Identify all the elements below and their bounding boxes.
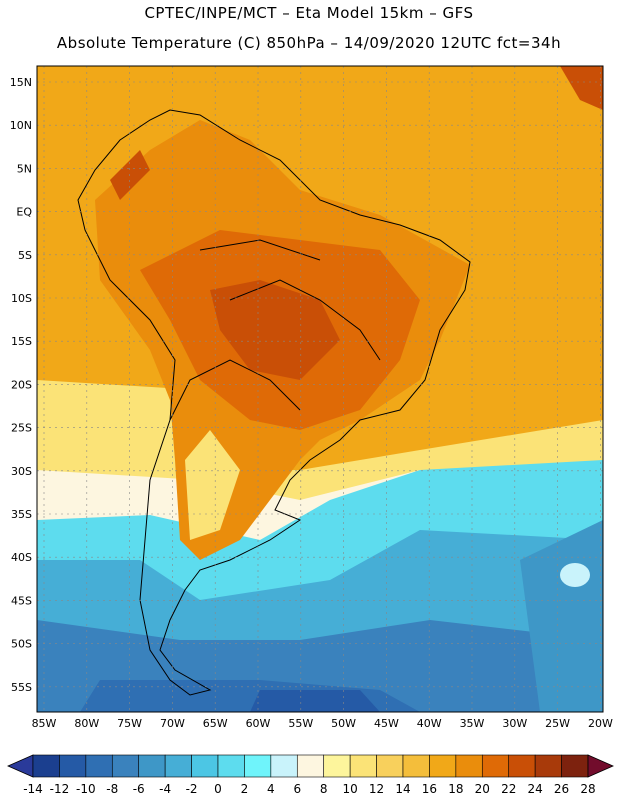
lat-label: 10S xyxy=(11,292,32,305)
lat-label: 35S xyxy=(11,508,32,521)
colorbar-swatch xyxy=(138,754,166,778)
lat-label: 30S xyxy=(11,465,32,478)
colorbar-swatch xyxy=(32,754,60,778)
colorbar-swatch xyxy=(508,754,536,778)
lat-label: 40S xyxy=(11,551,32,564)
colorbar-swatch xyxy=(323,754,351,778)
colorbar-swatch xyxy=(376,754,404,778)
colorbar-label: 8 xyxy=(320,782,328,796)
colorbar-label: 10 xyxy=(343,782,358,796)
colorbar-label: 18 xyxy=(448,782,463,796)
lon-label: 20W xyxy=(588,717,613,730)
lon-label: 45W xyxy=(374,717,399,730)
colorbar-label: -12 xyxy=(50,782,70,796)
lon-label: 75W xyxy=(117,717,142,730)
colorbar-swatch xyxy=(59,754,87,778)
colorbar-swatch xyxy=(402,754,430,778)
colorbar-label: 6 xyxy=(293,782,301,796)
colorbar-label: 22 xyxy=(501,782,516,796)
colorbar-label: 4 xyxy=(267,782,275,796)
lat-label: 5S xyxy=(18,249,32,262)
field-layer xyxy=(37,66,603,712)
colorbar-label: -10 xyxy=(76,782,96,796)
colorbar-swatch xyxy=(217,754,245,778)
lon-label: 55W xyxy=(288,717,313,730)
lat-label: 5N xyxy=(17,162,32,175)
colorbar-swatch xyxy=(111,754,140,778)
colorbar-swatch xyxy=(455,754,483,778)
lat-label: 20S xyxy=(11,378,32,391)
colorbar-swatch xyxy=(349,754,377,778)
chart-subtitle: Absolute Temperature (C) 850hPa – 14/09/… xyxy=(56,34,562,52)
latitude-labels: 15N 10N 5N EQ 5S 10S 15S 20S 25S 30S 35S 40S 45S 50S 5… xyxy=(10,76,33,694)
colorbar-swatch xyxy=(561,754,589,778)
colorbar-label: 26 xyxy=(554,782,569,796)
colorbar-swatch xyxy=(429,754,457,778)
colorbar: -14 -12 -10 -8 -6 -4 -2 0 2 4 6 8 10 12 14 16 18 20 22 24 26… xyxy=(7,754,614,796)
longitude-labels: 85W 80W 75W 70W 65W 60W 55W 50W 45W 40W 35W 30W 25W 2… xyxy=(32,717,613,730)
lon-label: 50W xyxy=(331,717,356,730)
lon-label: 40W xyxy=(417,717,442,730)
lon-label: 60W xyxy=(246,717,271,730)
colorbar-label: -14 xyxy=(23,782,43,796)
colorbar-label: -4 xyxy=(159,782,171,796)
colorbar-label: -8 xyxy=(106,782,118,796)
lat-label: 45S xyxy=(11,594,32,607)
lon-label: 80W xyxy=(74,717,99,730)
colorbar-over-arrow xyxy=(587,754,614,778)
colorbar-label: 14 xyxy=(395,782,410,796)
map-frame xyxy=(36,65,604,713)
colorbar-swatch xyxy=(244,754,272,778)
lat-label: 25S xyxy=(11,422,32,435)
lat-label: 15N xyxy=(10,76,32,89)
coastline-layer xyxy=(77,109,471,696)
colorbar-label: 28 xyxy=(580,782,595,796)
colorbar-swatch xyxy=(270,754,298,778)
colorbar-swatch xyxy=(164,754,192,778)
colorbar-swatch xyxy=(296,754,325,778)
lat-label: 10N xyxy=(10,119,32,132)
lat-label: 50S xyxy=(11,638,32,651)
colorbar-swatch xyxy=(534,754,562,778)
colorbar-swatch xyxy=(191,754,219,778)
colorbar-under-arrow xyxy=(7,754,34,778)
chart-title: CPTEC/INPE/MCT – Eta Model 15km – GFS xyxy=(144,4,474,22)
lon-label: 30W xyxy=(502,717,527,730)
gridlines xyxy=(37,66,603,712)
colorbar-label: -2 xyxy=(186,782,198,796)
lon-label: 85W xyxy=(32,717,57,730)
colorbar-label: 2 xyxy=(241,782,249,796)
lon-label: 25W xyxy=(545,717,570,730)
colorbar-label: 16 xyxy=(422,782,437,796)
lat-label: 55S xyxy=(11,681,32,694)
lon-label: 70W xyxy=(160,717,185,730)
colorbar-label: 0 xyxy=(214,782,222,796)
lat-label: EQ xyxy=(16,206,32,219)
colorbar-swatch xyxy=(85,754,113,778)
colorbar-label: 12 xyxy=(369,782,384,796)
colorbar-label: 20 xyxy=(475,782,490,796)
colorbar-swatch xyxy=(481,754,510,778)
lat-label: 15S xyxy=(11,335,32,348)
lon-label: 35W xyxy=(460,717,485,730)
colorbar-label: 24 xyxy=(528,782,543,796)
lon-label: 65W xyxy=(203,717,228,730)
colorbar-label: -6 xyxy=(133,782,145,796)
